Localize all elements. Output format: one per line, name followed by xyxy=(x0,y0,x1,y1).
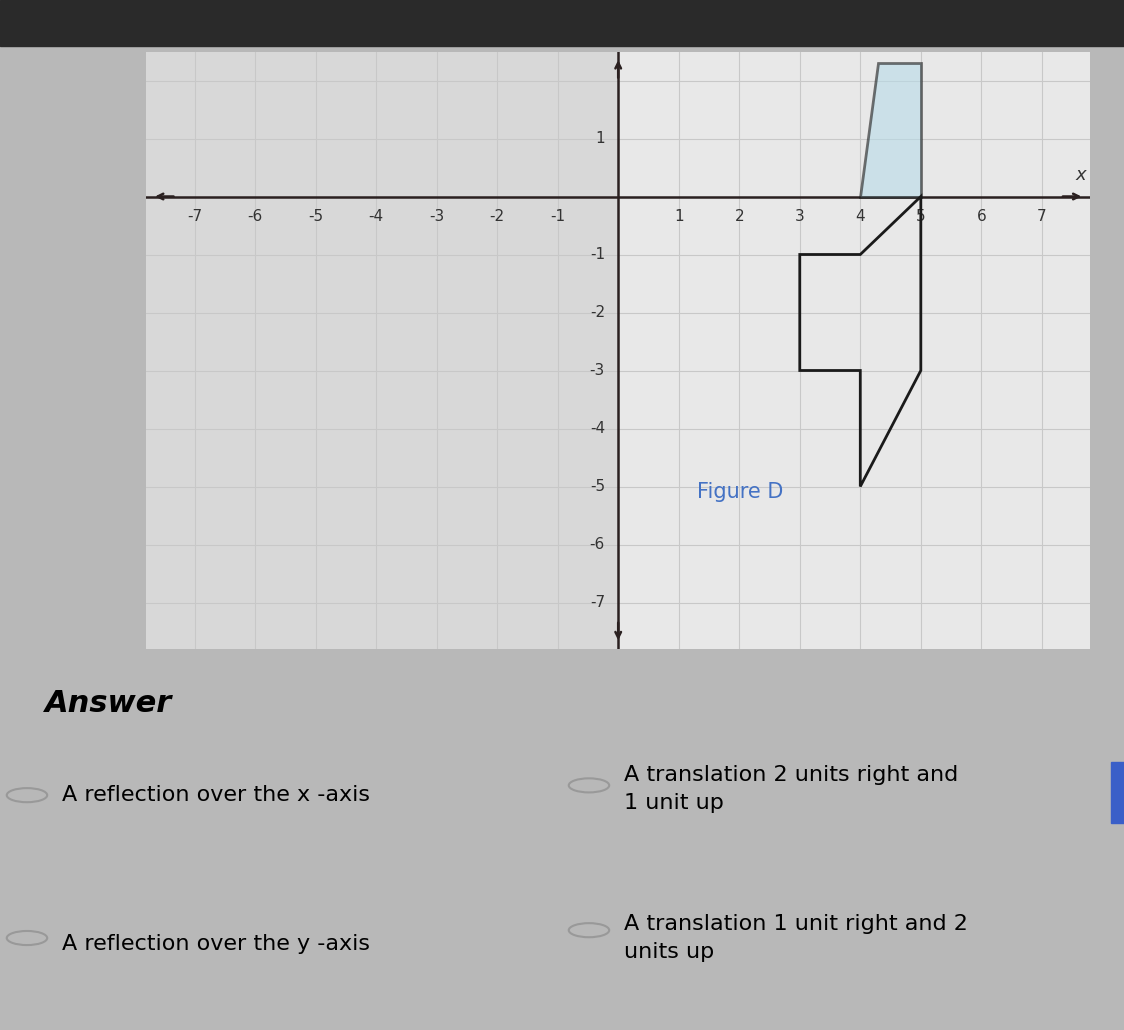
Text: A translation 2 units right and
1 unit up: A translation 2 units right and 1 unit u… xyxy=(624,765,958,814)
Text: -4: -4 xyxy=(590,421,605,436)
Text: -3: -3 xyxy=(429,209,444,225)
Text: 5: 5 xyxy=(916,209,926,225)
Text: -4: -4 xyxy=(369,209,383,225)
Text: A reflection over the x -axis: A reflection over the x -axis xyxy=(62,785,370,805)
Text: -5: -5 xyxy=(308,209,323,225)
Text: 7: 7 xyxy=(1037,209,1046,225)
Text: 1: 1 xyxy=(596,131,605,146)
Text: 6: 6 xyxy=(977,209,986,225)
Text: -1: -1 xyxy=(550,209,565,225)
Text: -5: -5 xyxy=(590,479,605,494)
Bar xyxy=(146,34,618,649)
Text: 4: 4 xyxy=(855,209,865,225)
Text: -7: -7 xyxy=(187,209,202,225)
Text: -2: -2 xyxy=(590,305,605,320)
Text: x: x xyxy=(1076,166,1087,183)
Text: A translation 1 unit right and 2
units up: A translation 1 unit right and 2 units u… xyxy=(624,914,968,962)
Polygon shape xyxy=(860,63,921,197)
Text: -7: -7 xyxy=(590,595,605,610)
Text: -6: -6 xyxy=(247,209,263,225)
Text: A reflection over the y -axis: A reflection over the y -axis xyxy=(62,934,370,954)
Text: 1: 1 xyxy=(674,209,683,225)
Text: -6: -6 xyxy=(590,537,605,552)
Text: 2: 2 xyxy=(734,209,744,225)
Text: -2: -2 xyxy=(490,209,505,225)
Text: -3: -3 xyxy=(590,363,605,378)
Text: Figure D: Figure D xyxy=(697,482,783,502)
Bar xyxy=(1111,762,1124,823)
Text: 3: 3 xyxy=(795,209,805,225)
Text: Answer: Answer xyxy=(45,689,172,719)
Text: -1: -1 xyxy=(590,247,605,262)
